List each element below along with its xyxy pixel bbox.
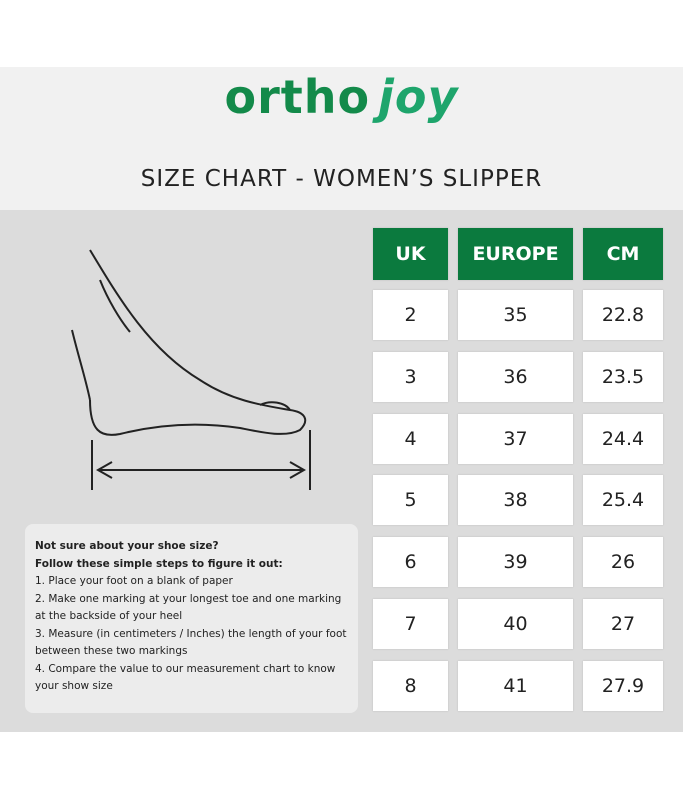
table-cell: 23.5 [583, 351, 663, 402]
table-cell: 37 [458, 413, 573, 464]
foot-illustration [71, 249, 311, 490]
table-cell: 22.8 [583, 290, 663, 340]
table-cell: 7 [373, 599, 448, 649]
header-band [0, 67, 683, 210]
steps: 1. Place your foot on a blank of paper 2.… [35, 573, 348, 696]
table-cell: 36 [458, 351, 573, 402]
logo: ortho joy [0, 70, 683, 124]
instructions: Not sure about your shoe size? Follow th… [25, 524, 358, 713]
table-cell: 38 [458, 475, 573, 526]
table-cell: 27 [583, 599, 663, 649]
column-header: EUROPE [458, 228, 573, 280]
brand: joy [378, 70, 459, 124]
table-cell: 24.4 [583, 413, 663, 464]
step: 1. Place your foot on a blank of paper [35, 575, 233, 587]
table-cell: 2 [373, 290, 448, 340]
step: 3. Measure (in centimeters / Inches) the… [35, 627, 347, 658]
table-cell: 40 [458, 599, 573, 649]
title: SIZE CHART - WOMEN’S SLIPPER [140, 166, 543, 192]
table-cell: 8 [373, 660, 448, 711]
table-cell: 41 [458, 660, 573, 711]
table-cell: 4 [373, 413, 448, 464]
brand: ortho [224, 70, 371, 124]
table-cell: 35 [458, 290, 573, 340]
table-cell: 3 [373, 351, 448, 402]
table-cell: 5 [373, 475, 448, 526]
instructions-subheading: Follow these simple steps to figure it o… [35, 557, 283, 570]
table-cell: 26 [583, 537, 663, 588]
table-cell: 27.9 [583, 660, 663, 711]
table-cell: 25.4 [583, 475, 663, 526]
table-cell: 39 [458, 537, 573, 588]
step: 2. Make one marking at your longest toe … [35, 592, 342, 623]
table-cell: 6 [373, 537, 448, 588]
column-header: UK [373, 228, 448, 280]
instructions-heading: Not sure about your shoe size? [35, 540, 219, 552]
column-header: CM [583, 228, 663, 280]
step: 4. Compare the value to our measurement … [35, 662, 336, 693]
